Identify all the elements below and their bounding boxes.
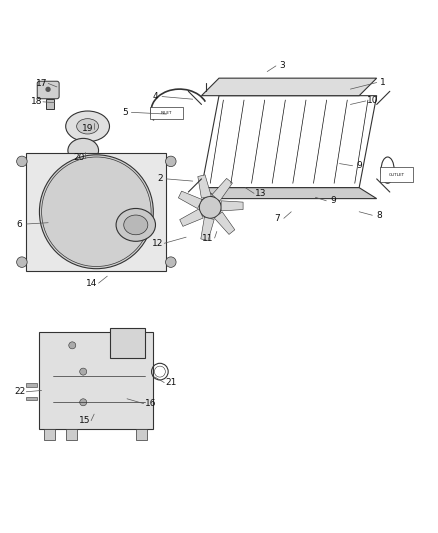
Ellipse shape	[68, 139, 99, 163]
Text: 7: 7	[274, 214, 280, 223]
Ellipse shape	[124, 215, 148, 235]
Text: 22: 22	[14, 387, 25, 396]
Circle shape	[80, 368, 87, 375]
Circle shape	[199, 197, 221, 219]
Text: 6: 6	[17, 220, 23, 229]
Text: 9: 9	[330, 196, 336, 205]
FancyBboxPatch shape	[150, 107, 183, 119]
Text: 11: 11	[202, 233, 214, 243]
Text: 8: 8	[376, 211, 382, 220]
Polygon shape	[214, 212, 235, 235]
Bar	[44, 429, 55, 440]
Bar	[110, 328, 145, 359]
Polygon shape	[212, 179, 233, 201]
Text: 13: 13	[255, 189, 266, 198]
Text: 16: 16	[145, 399, 156, 408]
Text: 12: 12	[152, 239, 163, 248]
Circle shape	[39, 155, 153, 269]
Ellipse shape	[77, 119, 99, 134]
FancyBboxPatch shape	[37, 81, 59, 99]
Circle shape	[17, 257, 27, 268]
Text: 3: 3	[279, 61, 286, 70]
Circle shape	[166, 257, 176, 268]
Polygon shape	[201, 188, 377, 199]
Circle shape	[17, 156, 27, 167]
Text: OUTLET: OUTLET	[389, 173, 404, 176]
Text: 15: 15	[79, 416, 90, 425]
FancyBboxPatch shape	[39, 332, 153, 429]
Circle shape	[69, 342, 76, 349]
Text: ●: ●	[45, 86, 51, 92]
Polygon shape	[198, 175, 211, 198]
Bar	[66, 429, 77, 440]
Text: 20: 20	[73, 154, 85, 163]
Polygon shape	[201, 78, 377, 96]
Text: 19: 19	[82, 124, 93, 133]
Bar	[46, 99, 54, 109]
Text: 10: 10	[367, 96, 378, 106]
Text: 9: 9	[356, 161, 362, 170]
Bar	[26, 383, 37, 387]
Polygon shape	[201, 217, 214, 240]
Ellipse shape	[66, 111, 110, 142]
Text: 2: 2	[157, 174, 162, 183]
Bar	[136, 429, 147, 440]
Text: 21: 21	[165, 378, 177, 387]
Text: INLET: INLET	[161, 111, 172, 115]
Polygon shape	[178, 191, 202, 208]
Ellipse shape	[116, 208, 155, 241]
Text: 4: 4	[153, 92, 158, 101]
Text: 14: 14	[86, 279, 98, 288]
Polygon shape	[221, 201, 243, 211]
Bar	[26, 152, 166, 271]
Text: 5: 5	[122, 108, 128, 117]
Circle shape	[166, 156, 176, 167]
Bar	[26, 397, 37, 400]
Text: 1: 1	[380, 78, 386, 87]
Text: 17: 17	[36, 79, 47, 88]
Circle shape	[80, 399, 87, 406]
Polygon shape	[180, 209, 203, 227]
FancyBboxPatch shape	[380, 167, 413, 182]
Text: 18: 18	[31, 98, 42, 106]
